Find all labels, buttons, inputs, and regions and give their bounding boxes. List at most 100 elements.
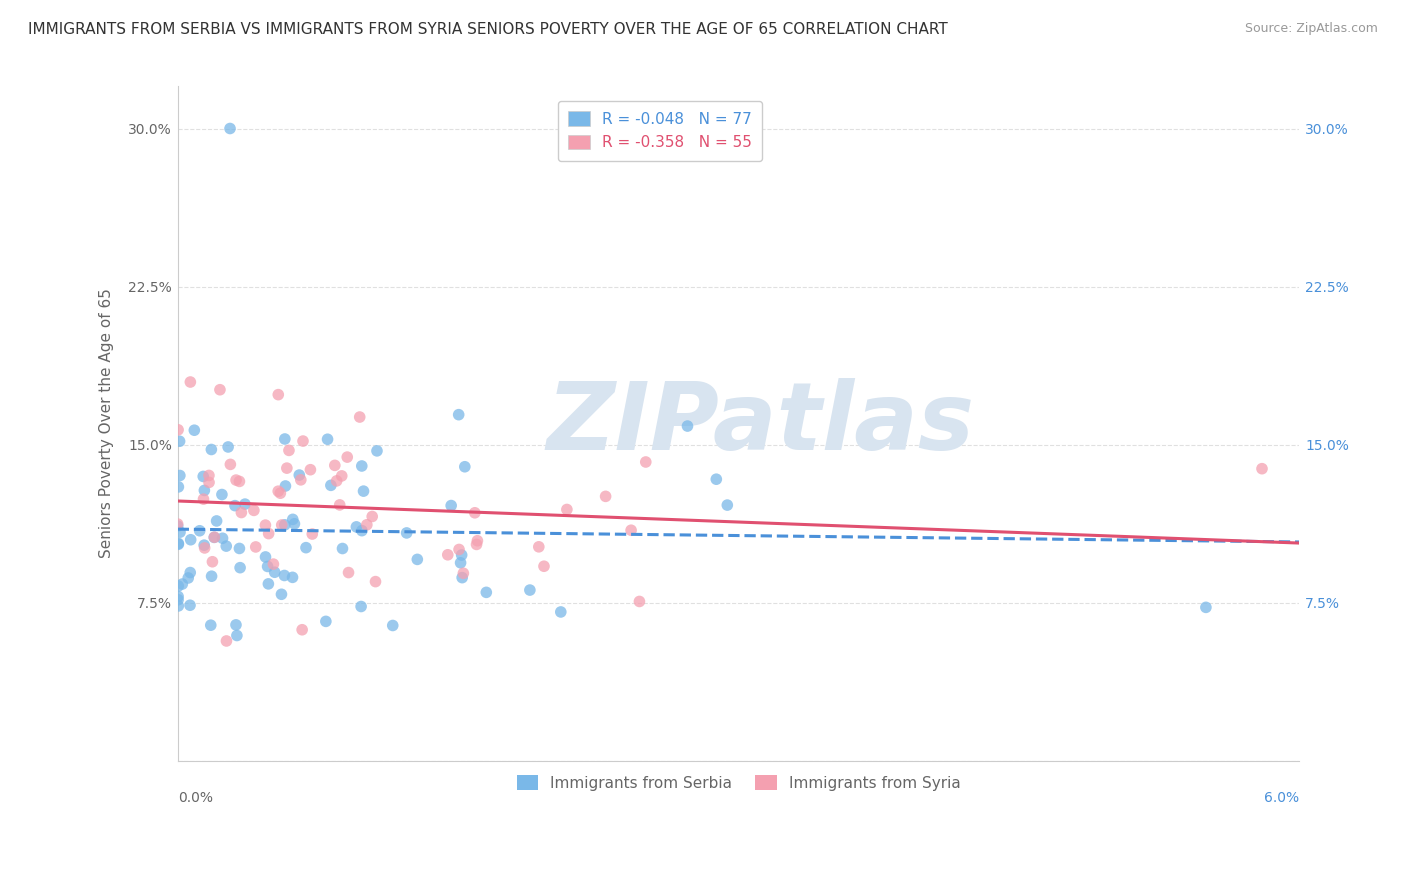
Point: [450, 548, 472, 562]
Point: [245, 540, 267, 554]
Point: [167, 536, 190, 550]
Point: [183, 423, 205, 437]
Point: [436, 548, 458, 562]
Point: [179, 599, 201, 613]
Point: [169, 525, 191, 540]
Point: [193, 538, 215, 552]
Legend: Immigrants from Serbia, Immigrants from Syria: Immigrants from Serbia, Immigrants from …: [510, 769, 966, 797]
Point: [349, 410, 371, 425]
Point: [281, 570, 304, 584]
Point: [366, 443, 388, 458]
Point: [447, 542, 470, 557]
Point: [194, 541, 217, 555]
Point: [219, 121, 242, 136]
Point: [315, 615, 337, 629]
Text: IMMIGRANTS FROM SERBIA VS IMMIGRANTS FROM SYRIA SENIORS POVERTY OVER THE AGE OF : IMMIGRANTS FROM SERBIA VS IMMIGRANTS FRO…: [28, 22, 948, 37]
Point: [555, 502, 578, 516]
Point: [288, 468, 311, 483]
Point: [323, 458, 346, 473]
Point: [254, 549, 277, 564]
Point: [325, 474, 347, 488]
Point: [180, 533, 202, 547]
Text: ZIPatlas: ZIPatlas: [547, 377, 974, 469]
Point: [211, 487, 233, 501]
Point: [440, 499, 463, 513]
Point: [337, 566, 360, 580]
Point: [550, 605, 572, 619]
Point: [224, 499, 246, 513]
Point: [361, 509, 384, 524]
Point: [257, 526, 280, 541]
Point: [200, 569, 222, 583]
Point: [243, 503, 266, 517]
Point: [228, 475, 250, 489]
Point: [283, 516, 305, 531]
Point: [202, 530, 225, 544]
Point: [262, 557, 284, 571]
Point: [193, 492, 215, 507]
Point: [628, 594, 651, 608]
Point: [269, 486, 291, 500]
Point: [356, 517, 378, 532]
Point: [464, 506, 486, 520]
Point: [166, 519, 188, 533]
Point: [450, 556, 472, 570]
Point: [704, 472, 727, 486]
Point: [263, 566, 285, 580]
Point: [167, 423, 190, 437]
Point: [225, 473, 247, 487]
Point: [292, 434, 315, 448]
Point: [167, 590, 190, 604]
Point: [381, 618, 404, 632]
Point: [451, 571, 474, 585]
Point: [225, 628, 247, 642]
Point: [270, 518, 292, 533]
Point: [319, 478, 342, 492]
Point: [167, 579, 190, 593]
Y-axis label: Seniors Poverty Over the Age of 65: Seniors Poverty Over the Age of 65: [100, 289, 114, 558]
Point: [167, 537, 190, 551]
Point: [204, 530, 226, 544]
Point: [465, 537, 488, 551]
Point: [299, 463, 322, 477]
Point: [198, 468, 221, 483]
Point: [169, 434, 191, 449]
Point: [1195, 600, 1218, 615]
Point: [233, 497, 256, 511]
Point: [273, 568, 295, 582]
Point: [201, 555, 224, 569]
Point: [278, 443, 301, 458]
Point: [344, 520, 367, 534]
Point: [215, 539, 238, 553]
Point: [395, 525, 418, 540]
Point: [267, 387, 290, 401]
Point: [350, 458, 373, 473]
Point: [211, 531, 233, 545]
Point: [200, 442, 222, 457]
Point: [595, 489, 617, 503]
Point: [208, 383, 231, 397]
Point: [177, 571, 200, 585]
Point: [200, 618, 222, 632]
Point: [350, 599, 373, 614]
Text: 0.0%: 0.0%: [177, 791, 212, 805]
Point: [254, 518, 277, 533]
Point: [169, 468, 191, 483]
Point: [205, 514, 228, 528]
Point: [172, 577, 194, 591]
Point: [166, 517, 188, 532]
Point: [291, 623, 314, 637]
Point: [167, 592, 190, 607]
Point: [301, 527, 323, 541]
Point: [454, 459, 477, 474]
Point: [527, 540, 550, 554]
Point: [676, 419, 699, 434]
Point: [295, 541, 318, 555]
Point: [316, 432, 339, 446]
Point: [179, 375, 201, 389]
Point: [231, 506, 253, 520]
Point: [167, 480, 190, 494]
Point: [179, 566, 201, 580]
Point: [188, 524, 211, 538]
Point: [329, 498, 352, 512]
